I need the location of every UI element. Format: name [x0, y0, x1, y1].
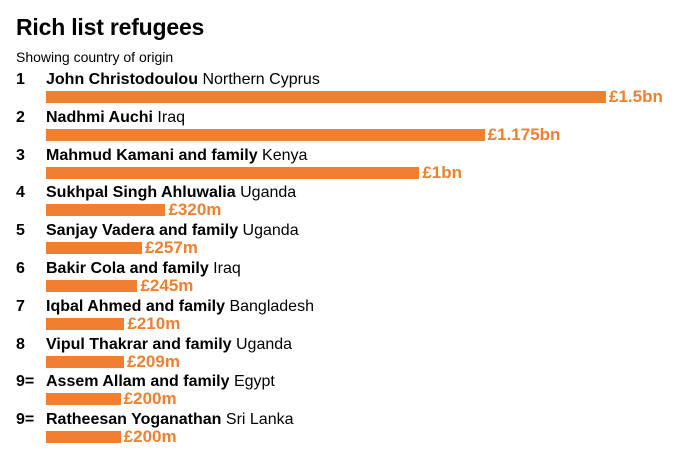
bar-row: 6 Bakir Cola and family Iraq £245m [0, 260, 685, 298]
value-label: £200m [123, 427, 177, 447]
value-label: £200m [123, 389, 177, 409]
value-label: £245m [140, 276, 194, 295]
bar-row: 3 Mahmud Kamani and family Kenya £1bn [0, 147, 685, 185]
chart-title: Rich list refugees [16, 14, 205, 40]
rank-label: 9= [16, 411, 35, 429]
value-label: £320m [168, 200, 222, 220]
bar [46, 393, 121, 406]
person-name: Vipul Thakrar and family [46, 335, 232, 353]
person-name: Sanjay Vadera and family [46, 222, 239, 240]
person-name: Assem Allam and family [46, 373, 230, 391]
row-label: Iqbal Ahmed and family Bangladesh [46, 298, 314, 316]
value-label: £1.5bn [609, 87, 663, 106]
rank-label: 8 [16, 335, 25, 353]
row-label: Assem Allam and family Egypt [46, 373, 275, 391]
country-of-origin: Sri Lanka [225, 411, 294, 429]
country-of-origin: Egypt [233, 373, 275, 391]
row-label: Ratheesan Yoganathan Sri Lanka [46, 411, 294, 429]
rank-label: 1 [16, 71, 25, 88]
person-name: Iqbal Ahmed and family [46, 297, 225, 315]
bar-row: 2 Nadhmi Auchi Iraq £1.175bn [0, 109, 685, 147]
value-label: £210m [127, 313, 181, 333]
rank-label: 4 [16, 184, 25, 202]
row-label: Bakir Cola and family Iraq [46, 260, 241, 278]
bar-row: 7 Iqbal Ahmed and family Bangladesh £210m [0, 298, 685, 336]
bar [46, 204, 166, 217]
bar-row: 4 Sukhpal Singh Ahluwalia Uganda £320m [0, 184, 685, 222]
row-label: Sanjay Vadera and family Uganda [46, 222, 299, 240]
country-of-origin: Bangladesh [229, 297, 314, 315]
country-of-origin: Uganda [242, 222, 299, 240]
bar-row: 8 Vipul Thakrar and family Uganda £209m [0, 336, 685, 374]
value-label: £1.175bn [487, 124, 561, 144]
bar [46, 242, 142, 255]
chart-subtitle: Showing country of origin [16, 49, 174, 65]
value-label: £257m [144, 238, 198, 258]
person-name: Mahmud Kamani and family [46, 146, 258, 164]
country-of-origin: Northern Cyprus [202, 71, 320, 88]
country-of-origin: Uganda [240, 184, 297, 202]
value-label: £1bn [422, 162, 463, 182]
bar [46, 280, 138, 292]
person-name: Sukhpal Singh Ahluwalia [46, 184, 236, 202]
country-of-origin: Uganda [236, 335, 293, 353]
rank-label: 7 [16, 297, 25, 315]
bar-row: 1 John Christodoulou Northern Cyprus £1.5b… [0, 71, 685, 109]
bar [46, 91, 606, 103]
person-name: Bakir Cola and family [46, 260, 209, 277]
bar [46, 128, 485, 141]
rank-label: 9= [16, 373, 35, 391]
country-of-origin: Iraq [213, 260, 241, 277]
person-name: Nadhmi Auchi [46, 108, 153, 126]
bar [46, 355, 125, 368]
rank-label: 3 [16, 146, 25, 164]
row-label: Nadhmi Auchi Iraq [46, 109, 185, 127]
person-name: John Christodoulou [46, 71, 198, 88]
rank-label: 6 [16, 260, 25, 277]
bar-row: 9= Ratheesan Yoganathan Sri Lanka £200m [0, 411, 685, 449]
country-of-origin: Iraq [157, 108, 185, 126]
rank-label: 5 [16, 222, 25, 240]
bar-row: 9= Assem Allam and family Egypt £200m [0, 373, 685, 411]
rank-label: 2 [16, 108, 25, 126]
person-name: Ratheesan Yoganathan [46, 411, 222, 429]
row-label: Sukhpal Singh Ahluwalia Uganda [46, 184, 296, 202]
country-of-origin: Kenya [262, 146, 308, 164]
row-label: Vipul Thakrar and family Uganda [46, 336, 292, 354]
row-label: Mahmud Kamani and family Kenya [46, 147, 307, 165]
bar [46, 166, 420, 179]
bar-row: 5 Sanjay Vadera and family Uganda £257m [0, 222, 685, 260]
bar [46, 431, 121, 444]
bar [46, 317, 125, 330]
value-label: £209m [127, 351, 180, 371]
row-label: John Christodoulou Northern Cyprus [46, 71, 320, 89]
